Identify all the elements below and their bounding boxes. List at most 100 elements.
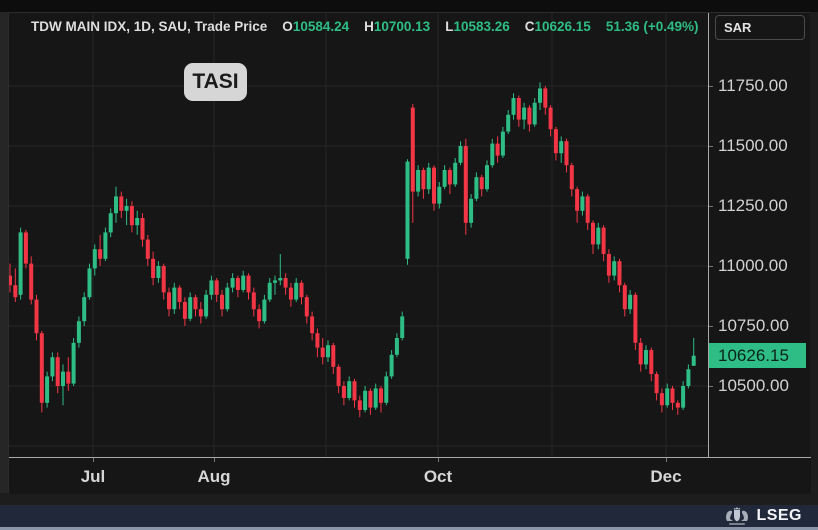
candle-28[interactable]: [156, 261, 161, 283]
candle-82[interactable]: [442, 165, 447, 190]
candle-41[interactable]: [225, 282, 230, 312]
candle-65[interactable]: [352, 378, 357, 408]
candle-94[interactable]: [506, 110, 511, 134]
candle-85[interactable]: [458, 141, 463, 166]
candle-16[interactable]: [92, 244, 97, 276]
candle-46[interactable]: [251, 287, 256, 317]
candle-56[interactable]: [304, 294, 309, 324]
candle-44[interactable]: [241, 270, 246, 293]
candle-103[interactable]: [553, 126, 558, 161]
candle-7[interactable]: [45, 371, 50, 408]
candle-67[interactable]: [363, 386, 368, 413]
candle-33[interactable]: [182, 297, 187, 326]
candle-72[interactable]: [389, 350, 394, 379]
candle-86[interactable]: [463, 138, 468, 235]
candle-32[interactable]: [177, 285, 182, 310]
candle-127[interactable]: [681, 381, 686, 410]
candle-36[interactable]: [198, 302, 203, 324]
candle-73[interactable]: [394, 333, 399, 358]
candle-83[interactable]: [447, 167, 452, 194]
candle-68[interactable]: [368, 388, 373, 415]
candle-55[interactable]: [299, 280, 304, 305]
candle-108[interactable]: [580, 191, 585, 216]
candle-1[interactable]: [13, 268, 18, 302]
candle-76[interactable]: [410, 104, 415, 223]
candle-98[interactable]: [527, 105, 532, 132]
candle-27[interactable]: [151, 251, 156, 286]
candle-61[interactable]: [331, 342, 336, 374]
candle-126[interactable]: [675, 400, 680, 415]
candle-121[interactable]: [649, 347, 654, 382]
candle-106[interactable]: [569, 162, 574, 197]
candle-48[interactable]: [262, 294, 267, 324]
candle-70[interactable]: [379, 386, 383, 413]
candle-128[interactable]: [686, 364, 691, 389]
candle-74[interactable]: [400, 311, 405, 341]
candle-77[interactable]: [416, 165, 421, 197]
candle-116[interactable]: [622, 282, 627, 317]
candle-96[interactable]: [516, 95, 521, 127]
candle-120[interactable]: [644, 345, 648, 370]
candle-119[interactable]: [638, 338, 643, 372]
time-axis[interactable]: Jul Aug Oct Dec: [9, 457, 811, 494]
candle-19[interactable]: [108, 208, 113, 238]
candle-114[interactable]: [612, 256, 617, 281]
candle-29[interactable]: [161, 263, 166, 300]
chart-plot-area[interactable]: [9, 13, 708, 457]
candle-122[interactable]: [654, 371, 659, 401]
candle-4[interactable]: [29, 256, 34, 305]
candle-26[interactable]: [145, 234, 150, 266]
price-axis[interactable]: SAR 11750.00 11500.00 11250.00 11000.00 1075…: [708, 13, 810, 494]
candle-107[interactable]: [575, 186, 580, 223]
candle-66[interactable]: [357, 395, 362, 418]
candle-87[interactable]: [469, 194, 474, 228]
candle-124[interactable]: [665, 383, 670, 408]
candle-25[interactable]: [140, 213, 145, 247]
candle-20[interactable]: [114, 186, 118, 223]
candle-40[interactable]: [220, 290, 224, 317]
candle-92[interactable]: [495, 136, 500, 163]
candle-11[interactable]: [66, 357, 71, 391]
candle-14[interactable]: [82, 292, 87, 326]
candle-30[interactable]: [167, 287, 171, 317]
candle-79[interactable]: [426, 162, 431, 194]
candle-34[interactable]: [188, 292, 193, 322]
candle-0[interactable]: [9, 263, 12, 293]
candle-6[interactable]: [39, 330, 44, 413]
candle-78[interactable]: [421, 167, 426, 199]
candle-3[interactable]: [23, 230, 28, 269]
candle-80[interactable]: [432, 165, 436, 211]
candle-113[interactable]: [606, 249, 611, 283]
candle-12[interactable]: [71, 338, 76, 386]
candle-63[interactable]: [341, 381, 346, 406]
candle-17[interactable]: [98, 234, 103, 266]
candle-95[interactable]: [511, 93, 516, 120]
candle-45[interactable]: [246, 273, 251, 300]
candle-49[interactable]: [267, 278, 272, 302]
candle-13[interactable]: [76, 316, 81, 348]
candle-51[interactable]: [278, 254, 283, 286]
candle-8[interactable]: [50, 352, 55, 382]
candle-84[interactable]: [453, 158, 458, 187]
candle-37[interactable]: [204, 290, 209, 319]
candle-111[interactable]: [596, 222, 601, 250]
candle-24[interactable]: [135, 210, 140, 235]
candle-23[interactable]: [129, 201, 134, 233]
candle-42[interactable]: [230, 273, 235, 293]
candle-75[interactable]: [405, 159, 410, 265]
candle-100[interactable]: [538, 82, 542, 110]
candle-104[interactable]: [559, 136, 564, 163]
candle-110[interactable]: [591, 220, 595, 254]
candle-117[interactable]: [628, 290, 633, 314]
candle-53[interactable]: [288, 282, 293, 307]
candle-102[interactable]: [548, 105, 553, 137]
candle-105[interactable]: [564, 138, 569, 173]
candle-2[interactable]: [18, 227, 23, 300]
candle-62[interactable]: [336, 364, 341, 394]
candle-52[interactable]: [283, 273, 288, 295]
candle-69[interactable]: [373, 383, 378, 410]
candle-64[interactable]: [347, 376, 352, 401]
candle-71[interactable]: [384, 371, 389, 406]
candle-18[interactable]: [103, 227, 108, 262]
candle-90[interactable]: [485, 160, 489, 192]
